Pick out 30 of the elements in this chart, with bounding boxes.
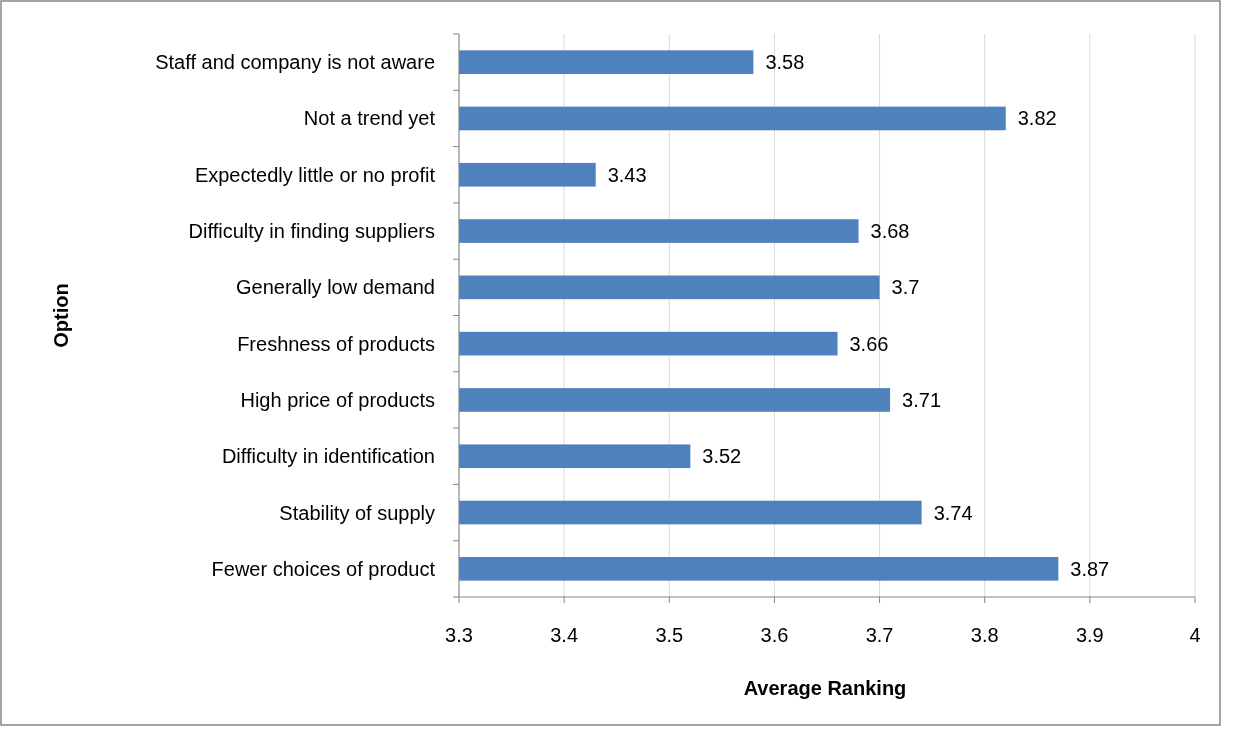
data-label: 3.74 — [933, 501, 973, 524]
data-label: 3.87 — [1070, 557, 1110, 580]
data-label: 3.58 — [765, 51, 805, 74]
data-label: 3.82 — [1017, 107, 1057, 130]
y-tick-label: Expectedly little or no profit — [194, 163, 436, 186]
data-label: 3.68 — [870, 220, 910, 243]
y-tick-label: Stability of supply — [279, 501, 435, 524]
x-tick-label: 3.7 — [865, 624, 894, 646]
y-axis-title: Option — [50, 283, 72, 348]
data-label: 3.43 — [607, 163, 647, 186]
data-label: 3.7 — [891, 276, 920, 299]
x-tick-label: 3.3 — [445, 624, 473, 646]
x-tick-label: 3.5 — [655, 624, 684, 646]
x-tick-label: 3.8 — [970, 624, 999, 646]
y-tick-label: Freshness of products — [237, 332, 435, 355]
y-tick-label: Not a trend yet — [303, 107, 436, 130]
y-tick-label: High price of products — [240, 388, 435, 411]
y-tick-label: Difficulty in finding suppliers — [188, 220, 435, 243]
y-tick-label: Staff and company is not aware — [155, 51, 435, 74]
y-tick-label: Fewer choices of product — [211, 557, 436, 580]
data-label: 3.66 — [849, 332, 889, 355]
y-tick-label: Difficulty in identification — [221, 445, 435, 468]
y-tick-label: Generally low demand — [236, 276, 435, 299]
data-label: 3.71 — [902, 388, 942, 411]
x-tick-label: 4 — [1189, 624, 1201, 646]
x-tick-label: 3.4 — [550, 624, 579, 646]
x-tick-label: 3.9 — [1075, 624, 1104, 646]
x-axis-title: Average Ranking — [743, 677, 907, 699]
data-label: 3.52 — [702, 445, 742, 468]
x-tick-label: 3.6 — [760, 624, 789, 646]
